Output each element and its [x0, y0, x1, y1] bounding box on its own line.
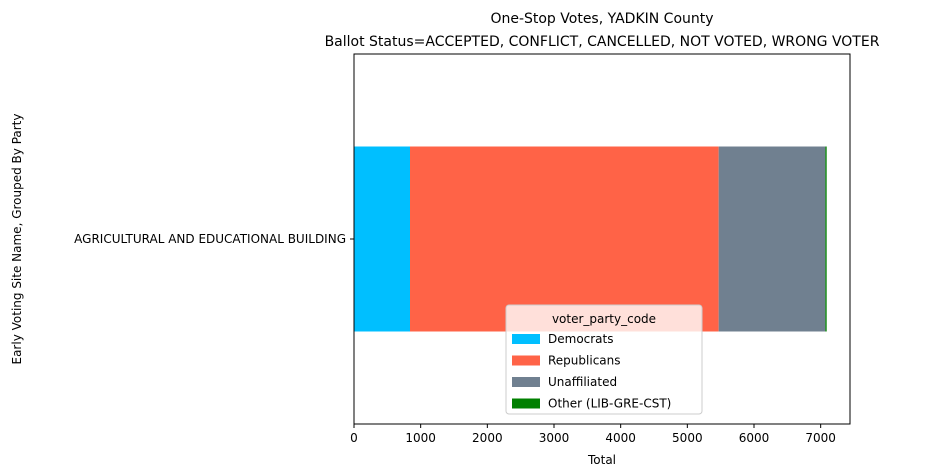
x-tick-label: 2000	[472, 431, 503, 445]
x-tick-label: 5000	[672, 431, 703, 445]
y-tick-label: AGRICULTURAL AND EDUCATIONAL BUILDING	[74, 232, 346, 246]
x-tick-label: 0	[350, 431, 358, 445]
bar-democrats	[354, 146, 410, 332]
legend: voter_party_code Democrats Republicans Una…	[505, 304, 703, 415]
bar-republicans	[410, 146, 719, 332]
chart-title: One-Stop Votes, YADKIN County	[490, 11, 713, 27]
bar-other-lib-gre-cst	[825, 146, 827, 332]
x-tick-label: 1000	[405, 431, 436, 445]
x-axis-label: Total	[587, 453, 616, 467]
legend-swatch	[512, 398, 540, 409]
x-tick-label: 3000	[539, 431, 570, 445]
y-axis-label: Early Voting Site Name, Grouped By Party	[10, 114, 24, 365]
x-tick-label: 4000	[605, 431, 636, 445]
bars-group	[354, 146, 827, 332]
legend-label: Other (LIB-GRE-CST)	[548, 397, 671, 411]
x-tick-label: 6000	[739, 431, 770, 445]
chart-subtitle: Ballot Status=ACCEPTED, CONFLICT, CANCEL…	[325, 34, 880, 50]
legend-label: Republicans	[548, 354, 621, 368]
legend-label: Democrats	[548, 332, 614, 346]
bar-unaffiliated	[718, 146, 826, 332]
legend-swatch	[512, 377, 540, 387]
legend-swatch	[512, 355, 540, 366]
legend-swatch	[512, 334, 540, 344]
legend-frame	[505, 304, 703, 415]
legend-label: Unaffiliated	[548, 375, 617, 389]
legend-items: Democrats Republicans Unaffiliated Other (L…	[512, 332, 671, 411]
x-axis: 0 1000 2000 3000 4000 5000 6000 7000	[350, 424, 836, 445]
x-tick-label: 7000	[805, 431, 836, 445]
legend-title: voter_party_code	[552, 312, 656, 326]
y-axis: AGRICULTURAL AND EDUCATIONAL BUILDING	[74, 232, 354, 246]
